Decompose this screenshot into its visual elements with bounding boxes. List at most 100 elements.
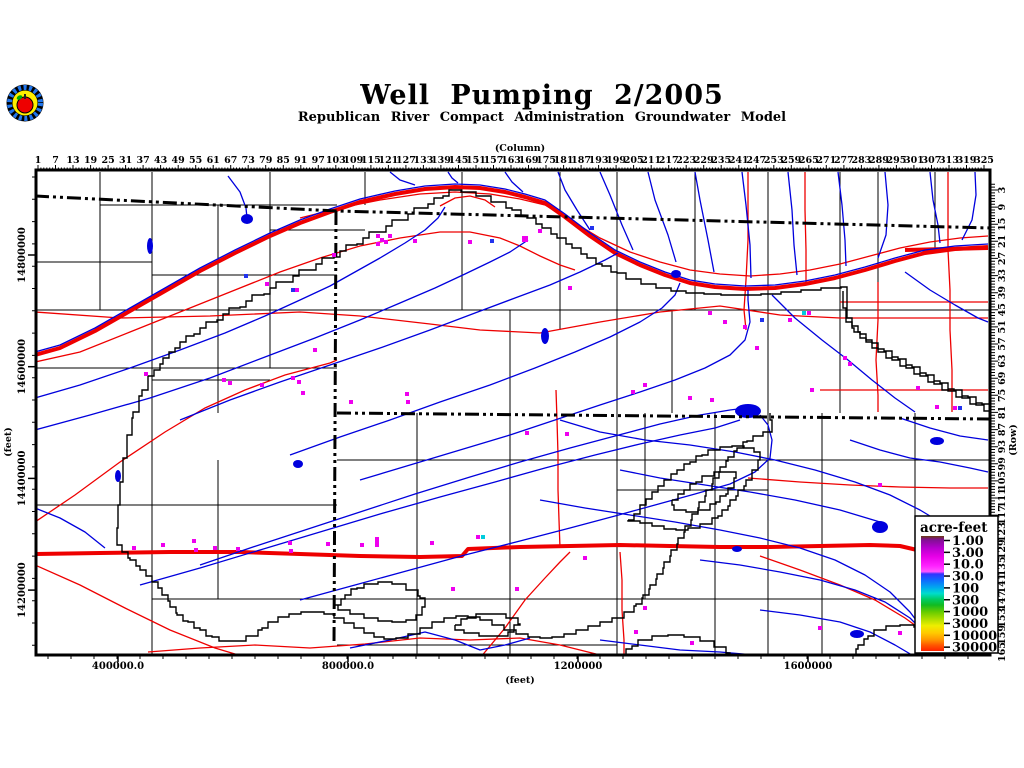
svg-text:271: 271 [816,155,836,166]
y-tick-labels: 14800000 14600000 14400000 14200000 [17,227,28,618]
svg-text:15: 15 [997,218,1008,231]
svg-text:277: 277 [834,155,854,166]
svg-text:159: 159 [997,625,1008,645]
svg-text:300: 300 [952,593,979,608]
svg-text:1200000: 1200000 [554,661,603,672]
svg-text:211: 211 [641,155,661,166]
svg-text:97: 97 [312,155,325,166]
svg-text:147: 147 [997,591,1008,611]
svg-text:229: 229 [694,155,714,166]
svg-text:295: 295 [886,155,906,166]
county-lines-layer [36,172,990,655]
svg-text:100: 100 [952,581,979,596]
svg-text:10.0: 10.0 [952,558,984,573]
y-axis-title: (feet) [3,427,14,457]
svg-text:121: 121 [378,155,398,166]
svg-text:127: 127 [396,155,416,166]
svg-text:1.00: 1.00 [952,534,984,549]
svg-text:175: 175 [536,155,556,166]
svg-text:117: 117 [997,505,1008,525]
row-tick-labels: 3915212733394551576369758187939910511111… [997,187,1008,662]
svg-text:3000: 3000 [952,617,988,632]
svg-text:30000: 30000 [952,641,997,656]
svg-text:145: 145 [449,155,469,166]
svg-text:7: 7 [52,155,59,166]
model-boundary-layer [116,189,990,655]
x-axis-title: (feet) [505,675,535,686]
svg-text:67: 67 [224,155,237,166]
svg-text:3: 3 [997,187,1008,194]
svg-text:14200000: 14200000 [17,562,28,618]
svg-text:31: 31 [119,155,132,166]
svg-text:14800000: 14800000 [17,227,28,283]
svg-text:129: 129 [997,539,1008,559]
svg-text:14400000: 14400000 [17,451,28,507]
row-axis-title: (Row) [1008,424,1019,455]
column-axis-title: (Column) [495,143,545,154]
svg-text:49: 49 [172,155,186,166]
svg-text:289: 289 [869,155,889,166]
svg-text:3.00: 3.00 [952,546,984,561]
svg-text:79: 79 [259,155,273,166]
svg-text:13: 13 [66,155,79,166]
svg-text:187: 187 [571,155,591,166]
svg-text:25: 25 [101,155,114,166]
svg-text:199: 199 [606,155,626,166]
svg-text:103: 103 [326,155,346,166]
svg-text:181: 181 [554,155,574,166]
svg-text:800000.0: 800000.0 [322,661,374,672]
svg-text:165: 165 [997,642,1008,662]
svg-text:193: 193 [589,155,609,166]
svg-text:139: 139 [431,155,451,166]
svg-text:115: 115 [361,155,381,166]
well-cells-layer [132,226,982,651]
svg-text:105: 105 [997,471,1008,491]
svg-text:163: 163 [501,155,521,166]
agency-logo-icon [6,84,44,122]
svg-text:9: 9 [997,203,1008,210]
svg-text:319: 319 [957,155,977,166]
svg-text:141: 141 [997,574,1008,594]
svg-text:133: 133 [413,155,433,166]
x-ticks [47,655,969,662]
legend-colorbar [921,536,944,651]
svg-text:241: 241 [729,155,749,166]
svg-text:69: 69 [997,371,1008,385]
svg-text:37: 37 [136,155,149,166]
svg-text:217: 217 [659,155,679,166]
svg-text:61: 61 [207,155,220,166]
svg-text:205: 205 [624,155,644,166]
svg-text:123: 123 [997,522,1008,542]
svg-text:19: 19 [84,155,98,166]
svg-text:157: 157 [484,155,504,166]
svg-text:253: 253 [764,155,784,166]
svg-text:43: 43 [154,155,167,166]
svg-text:81: 81 [997,406,1008,419]
y-ticks [28,176,37,646]
svg-text:223: 223 [676,155,696,166]
svg-text:21: 21 [997,235,1008,248]
svg-text:55: 55 [189,155,202,166]
svg-text:93: 93 [997,440,1008,453]
lakes-layer [115,214,944,638]
svg-text:1: 1 [35,155,42,166]
svg-text:153: 153 [997,608,1008,628]
svg-text:75: 75 [997,389,1008,402]
legend: acre-feet 1.003.0010.030.010030010003000… [914,515,999,656]
page-title: Well Pumping 2/2005 [360,80,724,111]
svg-text:73: 73 [242,155,255,166]
svg-text:51: 51 [997,320,1008,333]
svg-text:259: 259 [781,155,801,166]
svg-text:169: 169 [519,155,539,166]
svg-text:135: 135 [997,557,1008,577]
svg-text:33: 33 [997,269,1008,282]
svg-text:151: 151 [466,155,486,166]
svg-text:39: 39 [997,286,1008,300]
svg-text:91: 91 [294,155,307,166]
svg-text:30.0: 30.0 [952,570,984,585]
svg-text:235: 235 [711,155,731,166]
svg-text:111: 111 [997,488,1008,508]
